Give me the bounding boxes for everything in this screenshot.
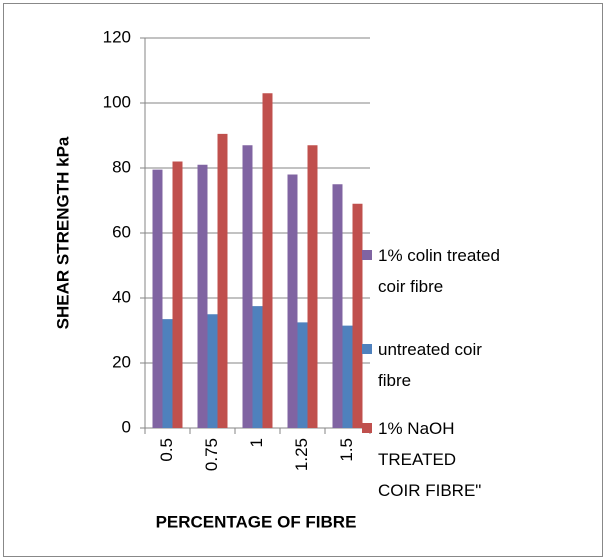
bar bbox=[207, 314, 218, 428]
legend-swatch bbox=[362, 423, 372, 433]
y-tick-label: 60 bbox=[112, 222, 131, 241]
bar bbox=[307, 145, 318, 428]
bar bbox=[172, 161, 183, 428]
legend-item: untreated coir fibre bbox=[362, 334, 502, 396]
x-tick-label: 1.25 bbox=[292, 438, 311, 471]
bar bbox=[242, 145, 253, 428]
bar bbox=[332, 184, 343, 428]
x-tick-label: 0.75 bbox=[202, 438, 221, 471]
legend-swatch bbox=[362, 344, 372, 354]
bar bbox=[352, 203, 363, 428]
bar bbox=[262, 93, 273, 428]
x-tick-label: 0.5 bbox=[157, 438, 176, 462]
y-tick-label: 120 bbox=[103, 27, 131, 46]
bar bbox=[152, 169, 163, 428]
x-tick-label: 1 bbox=[247, 438, 266, 447]
bar bbox=[162, 319, 173, 428]
y-tick-label: 80 bbox=[112, 157, 131, 176]
x-tick-label: 1.5 bbox=[337, 438, 356, 462]
bar bbox=[217, 133, 228, 428]
legend-item: 1% NaOH TREATED COIR FIBRE" bbox=[362, 413, 502, 506]
y-axis-label: SHEAR STRENGTH kPa bbox=[53, 136, 72, 329]
bar bbox=[297, 322, 308, 428]
y-tick-label: 40 bbox=[112, 287, 131, 306]
legend-label: 1% colin treated coir fibre bbox=[378, 246, 500, 296]
chart-border bbox=[3, 3, 603, 557]
bar bbox=[287, 174, 298, 428]
bar bbox=[252, 306, 263, 428]
x-axis-label: PERCENTAGE OF FIBRE bbox=[156, 512, 357, 531]
legend-label: 1% NaOH TREATED COIR FIBRE" bbox=[378, 419, 482, 500]
legend-label: untreated coir fibre bbox=[378, 340, 482, 390]
y-tick-label: 0 bbox=[122, 417, 131, 436]
bar bbox=[197, 164, 208, 428]
legend-swatch bbox=[362, 250, 372, 260]
y-tick-label: 100 bbox=[103, 92, 131, 111]
bar bbox=[342, 325, 353, 428]
legend-item: 1% colin treated coir fibre bbox=[362, 240, 502, 302]
y-tick-label: 20 bbox=[112, 352, 131, 371]
